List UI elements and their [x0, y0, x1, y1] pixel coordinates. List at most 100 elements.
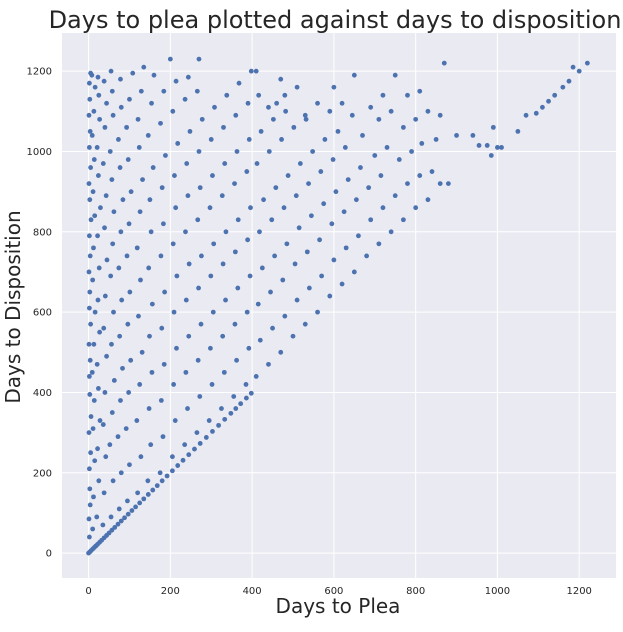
- data-point: [102, 124, 108, 130]
- data-point: [125, 321, 131, 327]
- data-point: [566, 78, 572, 84]
- data-point: [366, 185, 372, 191]
- data-point: [149, 301, 155, 307]
- data-point: [266, 104, 271, 110]
- data-point: [392, 193, 398, 199]
- grid: [62, 33, 616, 578]
- data-point: [167, 56, 173, 62]
- data-point: [183, 369, 189, 375]
- data-point: [244, 169, 250, 174]
- data-point: [331, 257, 337, 263]
- data-point: [146, 265, 152, 271]
- data-point: [146, 406, 152, 411]
- data-point: [270, 325, 275, 331]
- data-point: [195, 217, 201, 223]
- data-point: [208, 345, 213, 351]
- data-point: [437, 112, 443, 118]
- data-point: [87, 129, 93, 134]
- data-point: [124, 253, 130, 259]
- data-point: [126, 221, 132, 227]
- data-point: [304, 249, 310, 255]
- data-point: [290, 333, 296, 339]
- data-point: [222, 161, 228, 166]
- data-point: [129, 508, 135, 513]
- data-point: [86, 430, 92, 436]
- y-tick-label: 200: [33, 468, 52, 479]
- data-point: [388, 229, 394, 235]
- data-point: [104, 100, 109, 106]
- data-point: [523, 112, 529, 118]
- data-point: [147, 333, 152, 339]
- data-point: [330, 157, 336, 162]
- data-point: [88, 321, 94, 327]
- data-point: [309, 213, 314, 219]
- data-point: [86, 305, 92, 311]
- data-point: [186, 333, 192, 339]
- data-point: [160, 434, 166, 440]
- data-point: [195, 357, 201, 363]
- data-point: [221, 369, 227, 375]
- data-point: [87, 486, 93, 492]
- data-point: [281, 205, 287, 211]
- data-point: [109, 177, 115, 182]
- data-point: [108, 514, 114, 520]
- data-point: [358, 165, 363, 170]
- data-point: [196, 285, 201, 291]
- y-tick-label: 800: [33, 227, 52, 238]
- data-point: [388, 108, 394, 114]
- data-point: [102, 390, 108, 395]
- data-point: [86, 516, 92, 522]
- data-point: [194, 430, 200, 436]
- data-point: [94, 145, 100, 150]
- data-point: [232, 249, 238, 255]
- data-point: [210, 173, 215, 178]
- data-point: [126, 390, 132, 395]
- x-tick-label: 1000: [485, 586, 510, 597]
- data-point: [243, 382, 249, 387]
- y-axis-ticks: 0 200 400 600 800 1000 1200: [27, 67, 52, 560]
- data-point: [96, 478, 102, 484]
- y-tick-label: 600: [33, 308, 52, 319]
- data-point: [175, 463, 181, 468]
- data-point: [88, 217, 94, 223]
- data-point: [140, 177, 145, 182]
- data-point: [274, 100, 280, 106]
- data-point: [284, 241, 290, 247]
- x-tick-label: 200: [161, 586, 180, 597]
- data-point: [127, 289, 133, 295]
- data-point: [235, 285, 241, 291]
- y-tick-label: 0: [46, 549, 52, 560]
- data-point: [95, 74, 101, 80]
- data-point: [245, 100, 251, 106]
- data-point: [149, 100, 154, 106]
- data-point: [208, 137, 214, 142]
- data-point: [122, 515, 127, 521]
- data-point: [417, 88, 423, 94]
- data-point: [110, 112, 116, 118]
- data-point: [95, 173, 101, 178]
- data-point: [162, 289, 168, 295]
- data-point: [273, 185, 279, 191]
- data-point: [95, 446, 100, 452]
- data-point: [331, 84, 337, 90]
- data-point: [296, 225, 302, 231]
- data-point: [279, 137, 284, 142]
- data-point: [96, 92, 102, 98]
- data-point: [254, 161, 260, 166]
- data-point: [125, 498, 130, 504]
- data-point: [118, 76, 123, 82]
- data-point: [128, 357, 134, 363]
- data-point: [339, 281, 345, 287]
- data-point: [87, 96, 93, 102]
- data-point: [116, 265, 122, 271]
- data-point: [576, 68, 582, 74]
- data-point: [86, 112, 92, 118]
- data-point: [120, 197, 126, 203]
- data-point: [207, 205, 213, 211]
- data-point: [158, 398, 164, 403]
- data-point: [111, 378, 117, 383]
- data-point: [139, 349, 145, 355]
- data-point: [210, 429, 215, 434]
- data-point: [248, 390, 254, 396]
- data-point: [88, 414, 94, 419]
